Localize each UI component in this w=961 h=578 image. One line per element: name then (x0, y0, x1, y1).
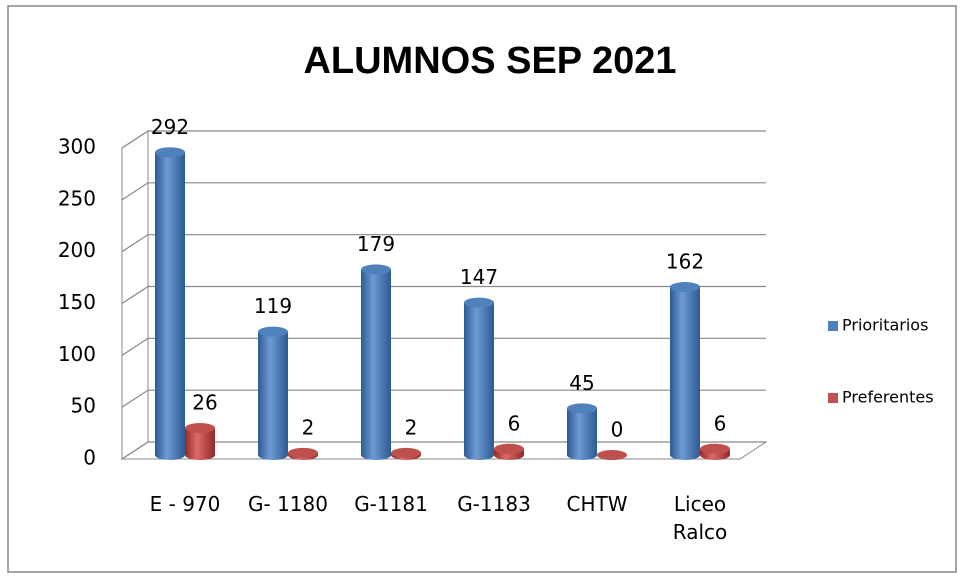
bar-top (597, 450, 627, 460)
bar-top (700, 443, 730, 454)
x-tick-label: Liceo Ralco (672, 492, 728, 544)
x-tick-label: G- 1180 (248, 492, 328, 516)
bar-top (464, 297, 494, 308)
data-label: 45 (569, 371, 594, 395)
bar-top (155, 147, 185, 158)
bar (361, 269, 391, 460)
legend-swatch (828, 393, 838, 403)
y-tick-label: 50 (71, 394, 96, 418)
bar-top (567, 403, 597, 414)
data-label: 6 (714, 411, 727, 435)
y-tick-label: 250 (58, 186, 96, 210)
chart-title: ALUMNOS SEP 2021 (303, 40, 676, 82)
grid-line (121, 285, 766, 305)
bar-top (670, 282, 700, 293)
grid-line (121, 337, 766, 356)
x-tick-label: E - 970 (149, 492, 221, 516)
data-label: 6 (508, 411, 521, 435)
bar (567, 408, 597, 460)
grid-line (121, 389, 766, 408)
bar (258, 331, 288, 460)
y-tick-label: 200 (58, 238, 96, 262)
data-label: 292 (151, 115, 189, 139)
grid-line (121, 441, 766, 460)
bar (155, 152, 185, 460)
data-label: 0 (611, 418, 624, 442)
y-tick-label: 300 (58, 135, 96, 159)
grid-line (121, 130, 766, 149)
legend-label: Preferentes (842, 388, 934, 407)
grid-line (121, 182, 766, 201)
y-tick-label: 150 (58, 290, 96, 314)
bar (464, 302, 494, 460)
bar-top (391, 447, 421, 458)
x-tick-label: CHTW (566, 492, 628, 516)
bar (185, 428, 215, 460)
grid-line (121, 234, 766, 253)
bar-top (288, 447, 318, 458)
data-label: 179 (357, 232, 395, 256)
data-label: 2 (405, 415, 418, 439)
bar (670, 287, 700, 460)
data-label: 2 (302, 415, 315, 439)
bar-top (185, 423, 215, 434)
data-label: 147 (460, 265, 498, 289)
legend-swatch (828, 321, 838, 331)
legend-label: Prioritarios (842, 316, 928, 335)
x-tick-label: G-1183 (457, 492, 531, 516)
x-tick-label: G-1181 (354, 492, 428, 516)
data-label: 26 (192, 391, 217, 415)
data-label: 119 (254, 294, 292, 318)
bar-top (258, 326, 288, 337)
y-tick-label: 100 (58, 342, 96, 366)
data-label: 162 (666, 250, 704, 274)
floor (120, 441, 768, 460)
y-tick-label: 0 (83, 446, 96, 470)
bar-top (361, 264, 391, 275)
bar-top (494, 443, 524, 454)
